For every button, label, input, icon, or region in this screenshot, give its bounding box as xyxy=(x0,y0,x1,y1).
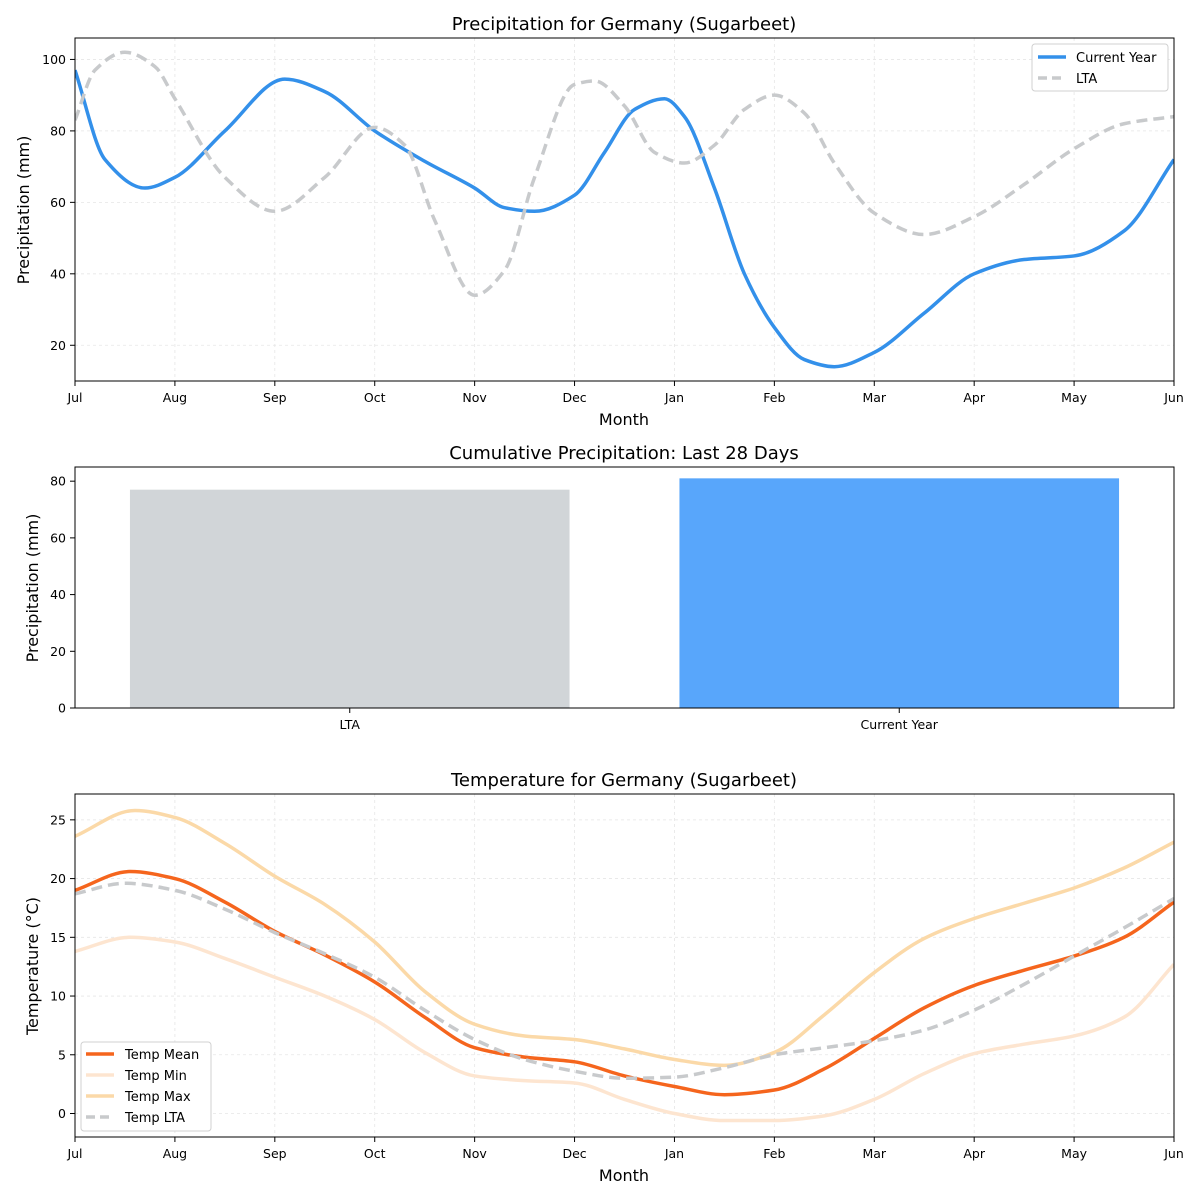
y-ticks: 0 20 40 60 80 xyxy=(50,474,75,716)
bars xyxy=(129,478,1120,708)
legend-label-temp-mean: Temp Mean xyxy=(124,1048,199,1063)
y-axis-label: Precipitation (mm) xyxy=(14,136,33,285)
chart-title: Temperature for Germany (Sugarbeet) xyxy=(450,770,797,791)
plot-frame xyxy=(74,37,1175,382)
x-tick-label-dec: Dec xyxy=(562,390,586,405)
x-axis-label: Month xyxy=(599,1166,649,1185)
legend-label-lta: LTA xyxy=(1076,72,1097,87)
y-tick-label-40: 40 xyxy=(50,266,66,281)
x-tick-label-aug: Aug xyxy=(163,1146,187,1161)
y-axis-label: Temperature (°C) xyxy=(23,897,42,1036)
x-tick-label-nov: Nov xyxy=(462,1146,487,1161)
x-ticks: LTA Current Year xyxy=(340,708,939,732)
y-tick-label-25: 25 xyxy=(50,812,66,827)
y-tick-label-20: 20 xyxy=(50,644,66,659)
series-line-temp-lta xyxy=(75,881,1174,1081)
x-tick-label-oct: Oct xyxy=(364,1146,386,1161)
x-tick-label-feb: Feb xyxy=(763,390,785,405)
legend: Temp Mean Temp Min Temp Max Temp LTA xyxy=(80,1041,212,1132)
legend-label-temp-lta: Temp LTA xyxy=(124,1111,185,1126)
x-tick-label-nov: Nov xyxy=(462,390,487,405)
temperature-line-chart: Temperature for Germany (Sugarbeet) Mont… xyxy=(23,770,1184,1185)
y-tick-label-10: 10 xyxy=(50,989,66,1004)
legend: Current Year LTA xyxy=(1031,43,1169,92)
x-tick-label-sep: Sep xyxy=(263,390,287,405)
x-tick-label-jul: Jul xyxy=(66,390,82,405)
x-axis-label: Month xyxy=(599,410,649,429)
x-tick-label-jan: Jan xyxy=(664,1146,684,1161)
x-tick-label-dec: Dec xyxy=(562,1146,586,1161)
y-axis-label: Precipitation (mm) xyxy=(23,514,42,663)
x-tick-label-oct: Oct xyxy=(364,390,386,405)
y-tick-label-80: 80 xyxy=(50,123,66,138)
x-ticks: Jul Aug Sep Oct Nov Dec Jan Feb Mar Apr May Jun xyxy=(66,1137,1184,1161)
legend-label-temp-min: Temp Min xyxy=(124,1069,187,1084)
legend-label-temp-max: Temp Max xyxy=(124,1090,191,1105)
x-tick-label-mar: Mar xyxy=(862,1146,886,1161)
x-tick-label-aug: Aug xyxy=(163,390,187,405)
series-line-temp-min xyxy=(75,935,1174,1123)
y-tick-label-60: 60 xyxy=(50,195,66,210)
y-tick-label-80: 80 xyxy=(50,474,66,489)
y-ticks: 0 5 10 15 20 25 xyxy=(50,812,75,1121)
y-tick-label-15: 15 xyxy=(50,930,66,945)
x-tick-label-may: May xyxy=(1061,1146,1087,1161)
y-tick-label-0: 0 xyxy=(58,1106,66,1121)
series-line-current-year xyxy=(75,69,1174,369)
x-tick-label-may: May xyxy=(1061,390,1087,405)
bar-current-year xyxy=(679,478,1120,708)
legend-box xyxy=(80,1041,212,1132)
series-line-temp-max xyxy=(75,808,1174,1068)
x-tick-label-feb: Feb xyxy=(763,1146,785,1161)
y-tick-label-100: 100 xyxy=(42,52,66,67)
series-line-temp-mean xyxy=(75,869,1174,1097)
bar-lta xyxy=(129,489,570,708)
series-lines xyxy=(75,50,1174,369)
legend-label-current-year: Current Year xyxy=(1076,51,1157,66)
y-tick-label-0: 0 xyxy=(58,701,66,716)
x-tick-label-jun: Jun xyxy=(1163,390,1184,405)
x-tick-label-mar: Mar xyxy=(862,390,886,405)
x-tick-label-jul: Jul xyxy=(66,1146,82,1161)
x-tick-label-sep: Sep xyxy=(263,1146,287,1161)
series-lines xyxy=(75,808,1174,1123)
plot-frame xyxy=(74,466,1175,709)
x-ticks: Jul Aug Sep Oct Nov Dec Jan Feb Mar Apr May Jun xyxy=(66,381,1184,405)
chart-title: Precipitation for Germany (Sugarbeet) xyxy=(452,14,797,35)
plot-frame xyxy=(74,793,1175,1138)
cumulative-precipitation-bar-chart: Cumulative Precipitation: Last 28 Days P… xyxy=(23,443,1175,732)
chart-title: Cumulative Precipitation: Last 28 Days xyxy=(449,443,799,464)
x-tick-label-jan: Jan xyxy=(664,390,684,405)
x-tick-label-current-year: Current Year xyxy=(861,717,939,732)
x-tick-label-apr: Apr xyxy=(963,390,985,405)
y-ticks: 20 40 60 80 100 xyxy=(42,52,75,353)
y-tick-label-60: 60 xyxy=(50,530,66,545)
y-tick-label-5: 5 xyxy=(58,1047,66,1062)
y-tick-label-20: 20 xyxy=(50,338,66,353)
y-tick-label-20: 20 xyxy=(50,871,66,886)
series-line-lta xyxy=(75,50,1174,297)
x-tick-label-jun: Jun xyxy=(1163,1146,1184,1161)
precipitation-line-chart: Precipitation for Germany (Sugarbeet) Mo… xyxy=(14,14,1184,429)
x-tick-label-apr: Apr xyxy=(963,1146,985,1161)
x-tick-label-lta: LTA xyxy=(340,717,361,732)
y-tick-label-40: 40 xyxy=(50,587,66,602)
